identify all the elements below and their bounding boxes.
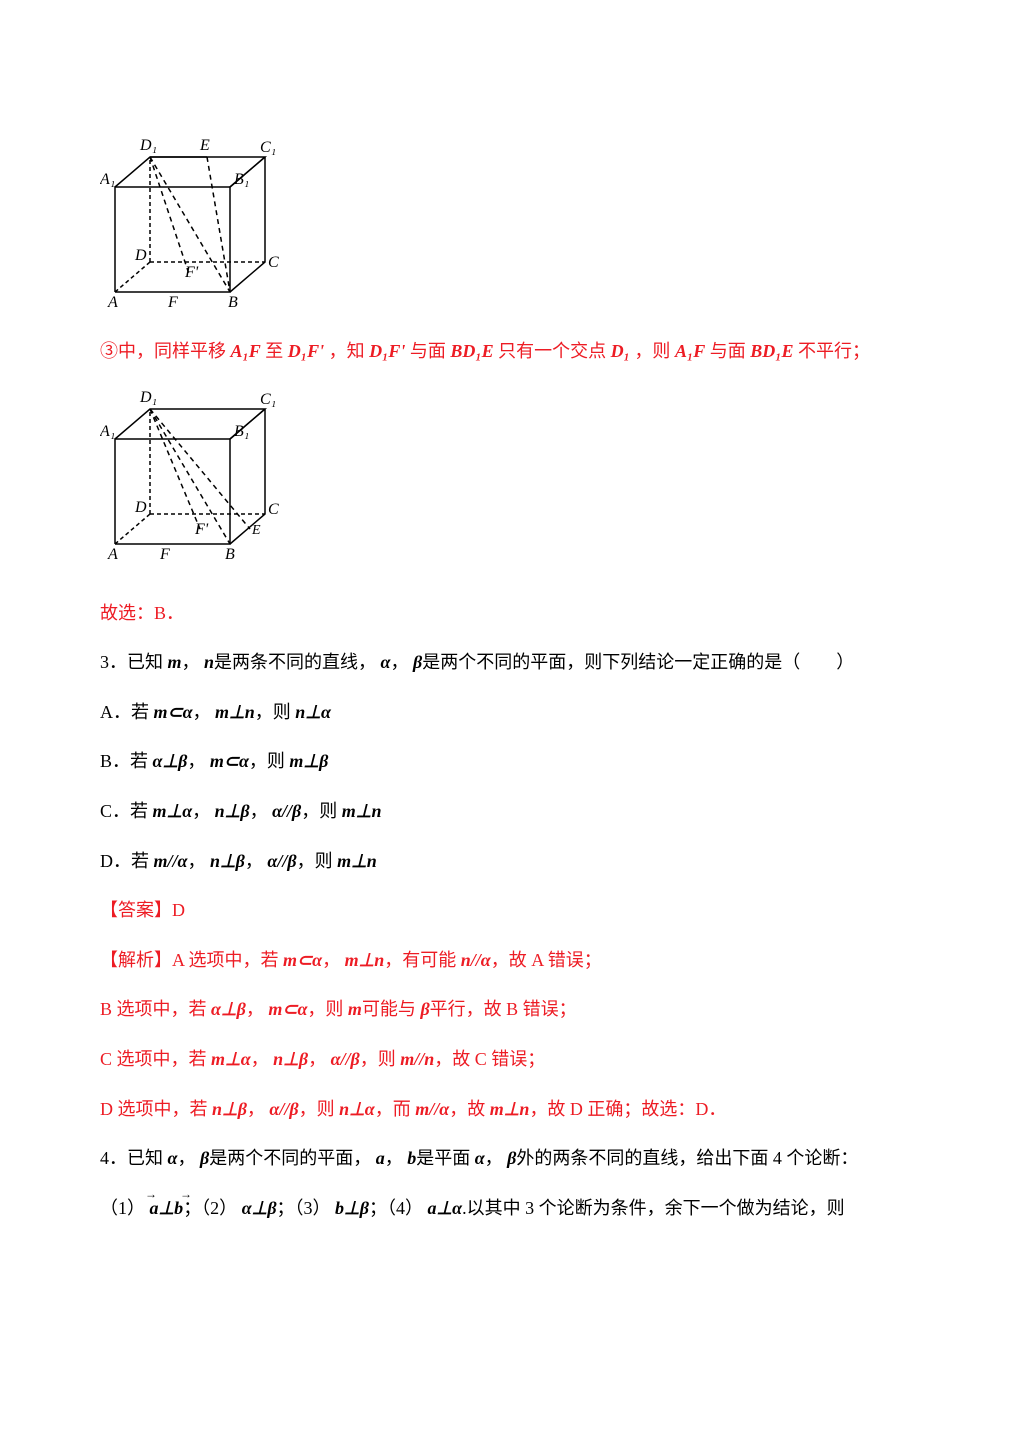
cube2-svg: D₁ C₁ A₁ B₁ D F' C E A F B: [100, 384, 280, 574]
lbl-A: A: [107, 294, 118, 311]
q3-stem: 3．已知 m， n是两条不同的直线， α， β是两个不同的平面，则下列结论一定正…: [100, 643, 924, 683]
q3-ana-a: 【解析】A 选项中，若 m⊂α， m⊥n，有可能 n//α，故 A 错误；: [100, 941, 924, 981]
lbl-F: F: [167, 294, 178, 311]
q4-line2: → → （1） a⊥b；（2） α⊥β；（3） b⊥β；（4） a⊥α.以其中 …: [100, 1189, 924, 1229]
lbl-F2: F': [184, 264, 199, 281]
lbl2-A1: A₁: [100, 423, 115, 440]
q3-opt-b: B．若 α⊥β， m⊂α，则 m⊥β: [100, 742, 924, 782]
lbl-C: C: [268, 254, 279, 271]
q3-opt-a: A．若 m⊂α， m⊥n，则 n⊥α: [100, 693, 924, 733]
lbl-C1: C₁: [260, 139, 276, 156]
cube1-svg: D₁ E C₁ A₁ B₁ D F' C A F B: [100, 132, 280, 312]
lbl2-F2: F': [194, 521, 209, 538]
q3-ana-d: D 选项中，若 n⊥β， α//β，则 n⊥α，而 m//α，故 m⊥n，故 D…: [100, 1090, 924, 1130]
lbl2-B: B: [225, 546, 235, 563]
lbl-D1: D₁: [139, 137, 157, 154]
lbl2-B1: B₁: [234, 423, 249, 440]
cube-figure-2: D₁ C₁ A₁ B₁ D F' C E A F B: [100, 384, 924, 574]
answer-b-line: 故选：B．: [100, 594, 924, 634]
q3-ana-c: C 选项中，若 m⊥α， n⊥β， α//β，则 m//n，故 C 错误；: [100, 1040, 924, 1080]
lbl2-E: E: [251, 523, 261, 538]
lbl-D: D: [134, 247, 147, 264]
q3-answer: 【答案】D: [100, 891, 924, 931]
vector-arrows: → →: [145, 1181, 202, 1207]
q4-stem: 4．已知 α， β是两个不同的平面， a， b是平面 α， β外的两条不同的直线…: [100, 1139, 924, 1179]
lbl2-F: F: [159, 546, 170, 563]
lbl2-C1: C₁: [260, 391, 276, 408]
q3-opt-c: C．若 m⊥α， n⊥β， α//β，则 m⊥n: [100, 792, 924, 832]
lbl-E: E: [199, 137, 210, 154]
cube-figure-1: D₁ E C₁ A₁ B₁ D F' C A F B: [100, 132, 924, 312]
explain-line-1: ③中，同样平移 A₁F 至 D₁F' ，知 D₁F' 与面 BD₁E 只有一个交…: [100, 332, 924, 372]
lbl2-D1: D₁: [139, 389, 157, 406]
lbl-B1: B₁: [234, 171, 249, 188]
lbl-B: B: [228, 294, 238, 311]
q3-ana-b: B 选项中，若 α⊥β， m⊂α，则 m可能与 β平行，故 B 错误；: [100, 990, 924, 1030]
q3-opt-d: D．若 m//α， n⊥β， α//β，则 m⊥n: [100, 842, 924, 882]
lbl-A1: A₁: [100, 171, 115, 188]
lbl2-D: D: [134, 499, 147, 516]
lbl2-A: A: [107, 546, 118, 563]
lbl2-C: C: [268, 501, 279, 518]
